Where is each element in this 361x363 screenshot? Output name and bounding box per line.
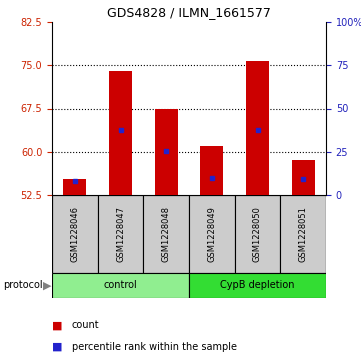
Title: GDS4828 / ILMN_1661577: GDS4828 / ILMN_1661577 — [107, 7, 271, 20]
Bar — [189, 195, 235, 273]
Bar — [235, 195, 280, 273]
Bar — [109, 71, 132, 195]
Bar — [189, 273, 326, 298]
Text: GSM1228049: GSM1228049 — [207, 206, 216, 262]
Text: percentile rank within the sample: percentile rank within the sample — [72, 342, 237, 352]
Bar — [52, 195, 98, 273]
Text: GSM1228046: GSM1228046 — [70, 206, 79, 262]
Bar — [200, 146, 223, 195]
Text: GSM1228048: GSM1228048 — [162, 206, 171, 262]
Bar — [52, 273, 189, 298]
Bar — [280, 195, 326, 273]
Bar — [155, 109, 178, 195]
Bar — [64, 179, 86, 195]
Text: GSM1228050: GSM1228050 — [253, 206, 262, 262]
Bar — [143, 195, 189, 273]
Bar — [98, 195, 143, 273]
Text: GSM1228051: GSM1228051 — [299, 206, 308, 262]
Bar — [292, 160, 314, 195]
Text: ■: ■ — [52, 320, 62, 330]
Text: CypB depletion: CypB depletion — [220, 281, 295, 290]
Text: protocol: protocol — [4, 281, 43, 290]
Text: ▶: ▶ — [43, 281, 52, 290]
Text: ■: ■ — [52, 342, 62, 352]
Text: control: control — [104, 281, 138, 290]
Text: GSM1228047: GSM1228047 — [116, 206, 125, 262]
Text: count: count — [72, 320, 100, 330]
Bar — [246, 61, 269, 195]
